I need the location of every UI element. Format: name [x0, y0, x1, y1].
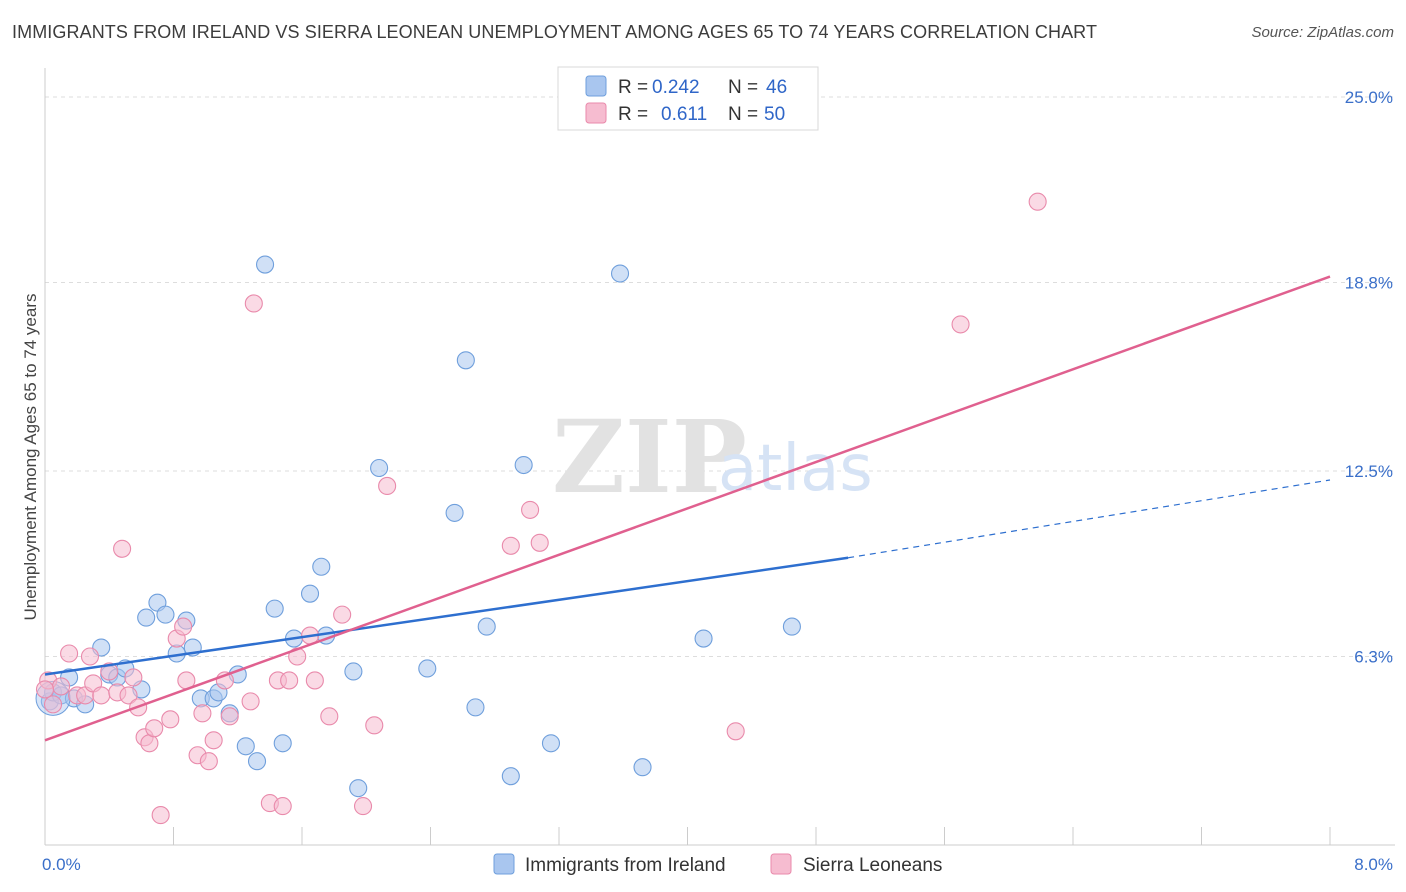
trend-line-ireland: [44, 556, 849, 676]
data-point: [610, 264, 630, 283]
x-tick-label: 0.0%: [42, 855, 81, 874]
data-point: [204, 731, 223, 750]
data-point: [156, 605, 175, 624]
data-point: [113, 539, 132, 558]
data-point: [782, 617, 801, 636]
data-point: [220, 707, 239, 726]
data-point: [501, 767, 520, 786]
data-point: [365, 716, 384, 735]
data-point: [349, 779, 368, 798]
trend-line-sierra-leoneans: [44, 275, 1331, 742]
data-point: [174, 617, 193, 636]
y-axis-label: Unemployment Among Ages 65 to 74 years: [21, 294, 40, 621]
data-point: [43, 695, 63, 714]
data-point: [333, 605, 352, 624]
watermark-zip: ZIP: [552, 398, 747, 516]
y-tick-label: 18.8%: [1345, 274, 1393, 293]
data-point: [137, 608, 156, 627]
data-point: [161, 710, 180, 729]
data-point: [320, 707, 339, 726]
data-point: [370, 458, 389, 478]
y-tick-label: 6.3%: [1354, 648, 1393, 667]
data-point: [247, 752, 267, 771]
data-point: [140, 734, 159, 753]
data-point: [501, 536, 520, 555]
grid-layer: [45, 96, 1395, 658]
data-point: [80, 647, 100, 666]
data-point: [466, 698, 485, 717]
data-point: [100, 662, 119, 681]
data-point: [241, 692, 260, 711]
data-point: [312, 557, 331, 576]
data-point: [477, 617, 496, 636]
data-point: [456, 351, 475, 370]
bottom-legend-label-ireland: Immigrants from Ireland: [525, 855, 726, 876]
series-sierra-leonean-points: [35, 192, 1047, 825]
y-tick-label: 25.0%: [1345, 88, 1393, 107]
data-point: [280, 671, 299, 690]
data-point: [199, 752, 218, 771]
legend-n-label-blue: N =: [728, 77, 758, 98]
data-point: [60, 644, 79, 663]
data-point: [124, 668, 143, 687]
bottom-legend-swatch-ireland: [493, 853, 515, 875]
legend-n-value-pink: 50: [764, 104, 785, 125]
data-point: [344, 662, 363, 681]
data-point: [92, 686, 111, 705]
data-point: [633, 758, 652, 777]
data-point: [694, 629, 713, 648]
legend-n-label-pink: N =: [728, 104, 758, 125]
data-point: [273, 734, 292, 753]
data-point: [951, 315, 970, 334]
data-point: [530, 533, 549, 552]
chart-title: IMMIGRANTS FROM IRELAND VS SIERRA LEONEA…: [12, 22, 1098, 42]
data-point: [119, 686, 138, 705]
data-point: [305, 671, 324, 690]
legend-r-value-blue: 0.242: [652, 77, 700, 98]
data-point: [256, 255, 275, 274]
data-point: [273, 797, 292, 816]
trend-line-ireland-extension: [848, 479, 1331, 559]
data-point: [521, 500, 540, 519]
x-tick-label: 8.0%: [1354, 855, 1393, 874]
axis-layer: [44, 68, 1395, 846]
legend-swatch-blue: [585, 75, 607, 97]
data-point: [353, 797, 373, 816]
data-point: [726, 722, 745, 741]
trend-lines: [44, 275, 1331, 742]
bottom-legend-swatch-sierra-leoneans: [770, 853, 792, 875]
data-point: [378, 476, 397, 496]
legend-r-label-blue: R =: [618, 77, 648, 98]
correlation-legend: R = 0.242 N = 46 R = 0.611 N = 50: [557, 66, 819, 131]
tick-labels: 6.3% 12.5% 18.8% 25.0% 0.0% 8.0%: [42, 88, 1393, 874]
legend-r-value-pink: 0.611: [661, 104, 707, 125]
data-point: [151, 806, 170, 825]
data-point: [193, 704, 212, 723]
legend-r-label-pink: R =: [618, 104, 648, 125]
data-point: [35, 680, 55, 699]
data-point: [265, 599, 284, 618]
legend-swatch-pink: [585, 102, 607, 124]
data-point: [244, 294, 263, 313]
series-legend: Immigrants from Ireland Sierra Leoneans: [493, 853, 942, 876]
data-point: [514, 455, 533, 475]
data-point: [300, 584, 320, 603]
series-ireland-points: [35, 255, 801, 798]
bottom-legend-label-sierra-leoneans: Sierra Leoneans: [803, 855, 942, 876]
data-point: [445, 503, 464, 522]
y-tick-label: 12.5%: [1345, 462, 1393, 481]
chart-source: Source: ZipAtlas.com: [1251, 24, 1394, 41]
data-point: [418, 659, 437, 678]
data-point: [541, 734, 561, 753]
data-point: [145, 719, 164, 738]
legend-n-value-blue: 46: [766, 77, 787, 98]
data-point: [52, 677, 71, 696]
data-point: [236, 737, 255, 756]
data-point: [1028, 192, 1047, 211]
